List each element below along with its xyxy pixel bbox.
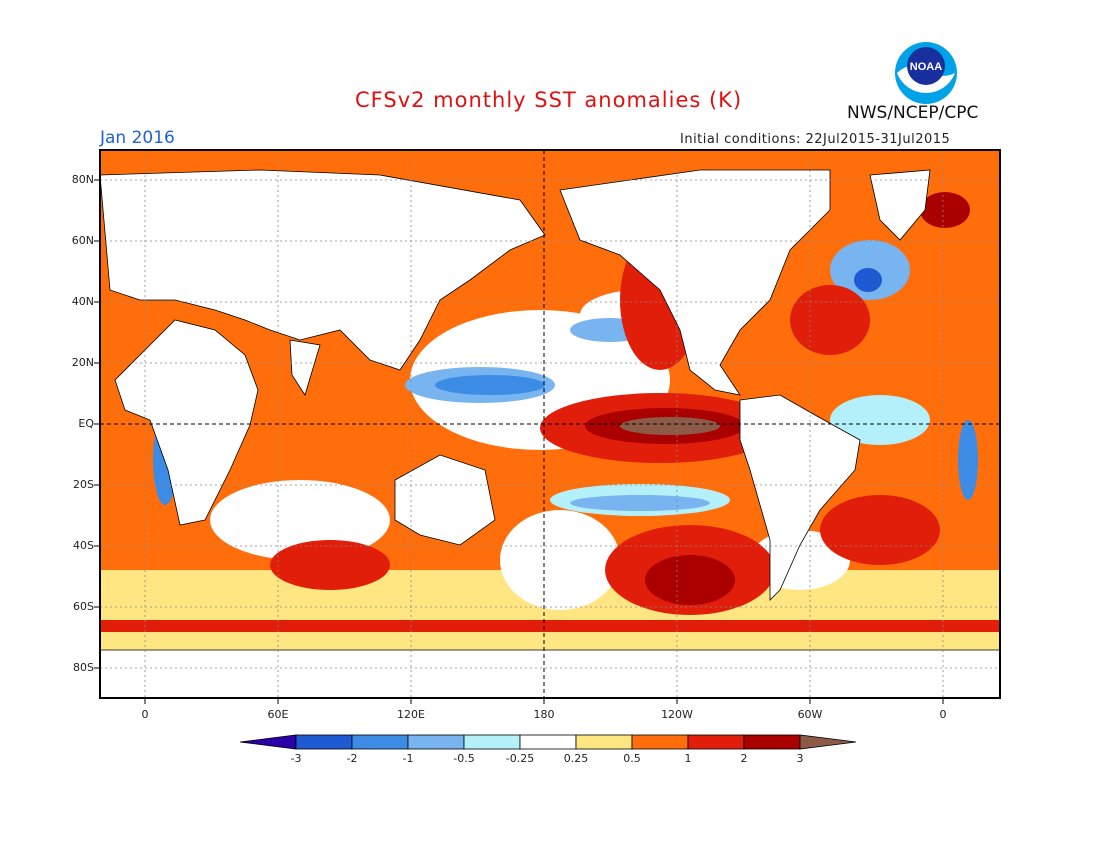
lat-label: 40S xyxy=(73,539,94,552)
colorbar-label: 0.25 xyxy=(563,752,589,765)
lon-label: 60E xyxy=(267,708,289,721)
colorbar-swatch xyxy=(407,734,465,750)
colorbar-label: -3 xyxy=(290,752,302,765)
lat-label: 80N xyxy=(71,173,94,186)
lat-label: 20S xyxy=(73,478,94,491)
org-label: NWS/NCEP/CPC xyxy=(847,103,979,123)
colorbar-label: -1 xyxy=(402,752,414,765)
lat-label: 80S xyxy=(73,661,94,674)
colorbar-swatch xyxy=(631,734,689,750)
colorbar-swatch xyxy=(295,734,353,750)
lon-label: 120E xyxy=(397,708,425,721)
lon-label: 0 xyxy=(939,708,947,721)
colorbar-label: 1 xyxy=(684,752,692,765)
lat-label: 60S xyxy=(73,600,94,613)
colorbar-swatch xyxy=(743,734,801,750)
colorbar-left-arrow xyxy=(239,734,297,750)
valid-month: Jan 2016 xyxy=(100,128,175,148)
colorbar-label: 2 xyxy=(740,752,748,765)
lat-label: 60N xyxy=(71,234,94,247)
colorbar-swatch xyxy=(687,734,745,750)
lat-label: EQ xyxy=(78,417,94,430)
colorbar-swatch xyxy=(519,734,577,750)
colorbar-swatch xyxy=(463,734,521,750)
colorbar-label: -2 xyxy=(346,752,358,765)
colorbar-swatch xyxy=(351,734,409,750)
initial-conditions: Initial conditions: 22Jul2015-31Jul2015 xyxy=(680,132,951,147)
colorbar-label: -0.5 xyxy=(453,752,475,765)
colorbar-right-arrow xyxy=(799,734,857,750)
colorbar-swatch xyxy=(575,734,633,750)
lon-label: 60W xyxy=(797,708,823,721)
lat-label: 40N xyxy=(71,295,94,308)
lon-label: 0 xyxy=(141,708,149,721)
noaa-logo-text: NOAA xyxy=(910,61,942,73)
lon-label: 120W xyxy=(661,708,693,721)
lat-label: 20N xyxy=(71,356,94,369)
colorbar-label: 0.5 xyxy=(623,752,641,765)
lon-label: 180 xyxy=(533,708,555,721)
colorbar-label: 3 xyxy=(796,752,804,765)
map-title: CFSv2 monthly SST anomalies (K) xyxy=(355,88,743,112)
noaa-logo: NOAA xyxy=(895,42,957,104)
colorbar-label: -0.25 xyxy=(505,752,535,765)
